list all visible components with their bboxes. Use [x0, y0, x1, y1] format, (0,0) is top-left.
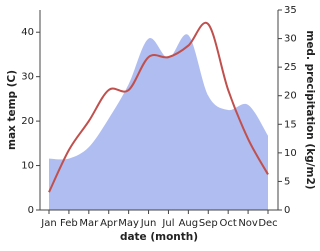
x-tick-label: Aug [179, 218, 199, 229]
y-tick-label: 20 [21, 116, 34, 127]
x-tick-label: Jan [40, 218, 56, 229]
y2-tick-label: 5 [284, 176, 290, 187]
x-tick-label: Mar [79, 218, 99, 229]
temp-line [48, 21, 269, 193]
y2-tick-label: 25 [284, 62, 297, 73]
chart: date (month) max temp (C) med. precipita… [6, 5, 316, 243]
x-tick-label: Nov [238, 218, 258, 229]
y2-tick-label: 20 [284, 91, 297, 102]
x-tick-label: Dec [258, 218, 277, 229]
y2-tick-label: 15 [284, 119, 297, 130]
y-tick-label: 0 [28, 205, 34, 216]
x-tick-label: Oct [220, 218, 237, 229]
y2-tick-label: 10 [284, 148, 297, 159]
y2-axis-label: med. precipitation (kg/m2) [304, 30, 316, 189]
x-tick-label: Jun [140, 218, 157, 229]
y-tick-label: 10 [21, 161, 34, 172]
y2-tick-label: 30 [284, 34, 297, 45]
x-tick-label: May [118, 218, 139, 229]
y2-tick-label: 0 [284, 205, 290, 216]
precipitation-area [49, 34, 268, 210]
x-tick-label: Feb [60, 218, 78, 229]
y2-tick-label: 35 [284, 5, 297, 16]
x-tick-label: Apr [100, 218, 118, 229]
x-tick-label: Jul [161, 218, 174, 229]
x-tick-label: Sep [199, 218, 218, 229]
y-axis-label: max temp (C) [6, 70, 18, 150]
x-axis-label: date (month) [120, 231, 198, 243]
y-tick-label: 30 [21, 72, 34, 83]
y-tick-label: 40 [21, 27, 34, 38]
